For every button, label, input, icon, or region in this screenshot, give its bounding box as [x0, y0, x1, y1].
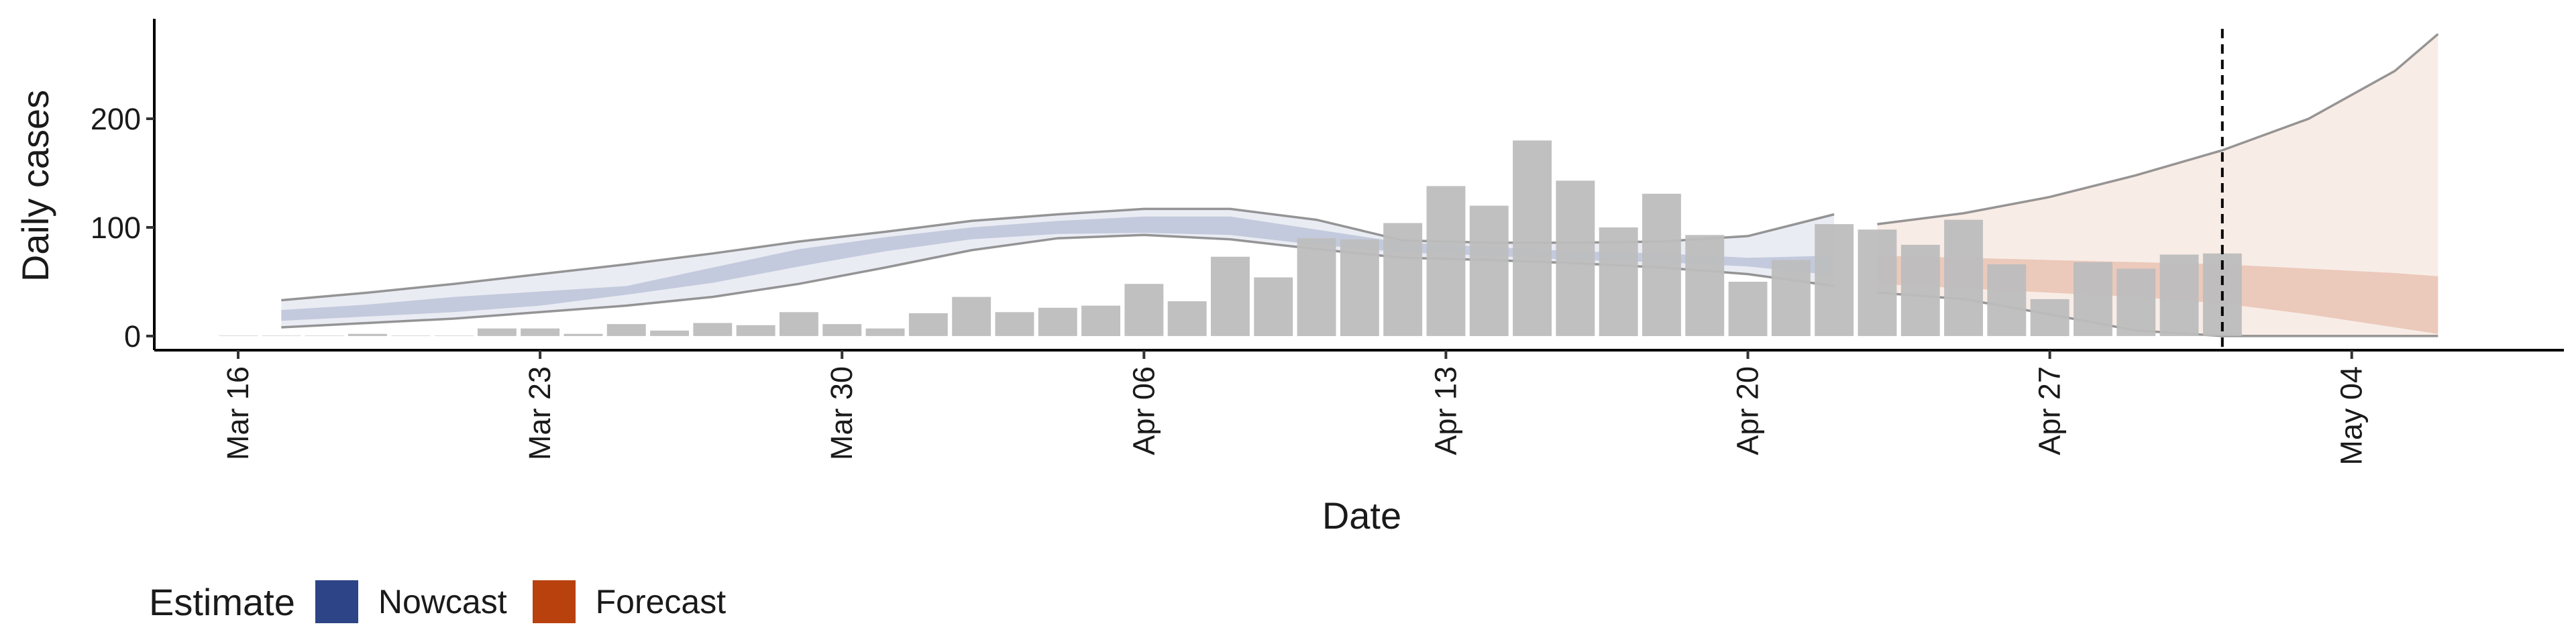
observed-bar [1556, 180, 1595, 336]
x-tick-label: Mar 16 [221, 366, 255, 460]
forecast-outer-band [1877, 34, 2438, 336]
x-tick-label: Mar 30 [824, 366, 859, 460]
observed-bar [1124, 284, 1164, 336]
observed-bar [1944, 219, 1983, 336]
observed-bar [865, 328, 905, 336]
observed-bar [650, 330, 689, 336]
observed-bar [219, 335, 258, 336]
nowcast-outer-band [281, 209, 1835, 327]
x-tick-label: Apr 13 [1428, 366, 1462, 455]
observed-bar [1599, 227, 1638, 336]
y-tick-label: 200 [91, 102, 141, 136]
observed-bar [1426, 186, 1466, 336]
observed-bar [780, 312, 818, 336]
y-tick-label: 100 [91, 211, 141, 245]
observed-bar [434, 335, 474, 336]
observed-bar [2159, 254, 2199, 336]
observed-bars [219, 140, 2242, 336]
observed-bar [2030, 299, 2070, 336]
observed-bar [305, 335, 344, 336]
legend-key-forecast [532, 580, 576, 623]
legend-item-nowcast: Nowcast [315, 580, 507, 623]
observed-bar [1987, 264, 2027, 336]
x-tick-label: Mar 23 [523, 366, 557, 460]
axes: 0 100 200 Mar 16 Mar 23 Mar 30 Apr 06 Apr 13 Apr… [91, 19, 2564, 466]
observed-bar [1513, 140, 1552, 336]
observed-bar [606, 324, 646, 336]
observed-bar [1728, 282, 1768, 336]
observed-bar [1211, 256, 1250, 336]
observed-bar [2074, 262, 2112, 336]
observed-bar [1254, 277, 1293, 336]
legend-label-nowcast: Nowcast [378, 583, 507, 621]
observed-bar [1815, 224, 1854, 336]
legend-key-nowcast [315, 580, 358, 623]
observed-bar [693, 323, 733, 336]
observed-bar [1340, 239, 1379, 336]
observed-bar [1038, 307, 1077, 336]
observed-bar [1167, 301, 1207, 336]
legend-item-forecast: Forecast [532, 580, 727, 623]
x-tick-label: Apr 06 [1126, 366, 1161, 455]
x-axis-title: Date [1322, 494, 1401, 537]
observed-bar [1771, 260, 1811, 336]
legend-title: Estimate [149, 580, 295, 623]
observed-bar [1297, 238, 1336, 336]
observed-bar [1900, 244, 1940, 336]
y-tick-label: 0 [124, 319, 141, 354]
observed-bar [521, 328, 560, 336]
observed-bar [477, 328, 517, 336]
legend: Estimate Nowcast Forecast [149, 578, 751, 625]
forecast-upper-line [1877, 33, 2439, 225]
observed-bar [736, 325, 775, 336]
observed-bar [2116, 268, 2156, 336]
observed-bar [564, 333, 603, 336]
observed-bar [822, 324, 862, 336]
legend-label-forecast: Forecast [595, 583, 727, 621]
observed-bar [1642, 193, 1681, 336]
observed-bar [995, 312, 1034, 336]
observed-bar [391, 335, 431, 336]
observed-bar [348, 333, 387, 336]
x-tick-label: Apr 20 [1731, 366, 1765, 455]
x-tick-label: May 04 [2334, 366, 2369, 466]
x-tick-label: Apr 27 [2033, 366, 2067, 455]
observed-bar [1081, 305, 1120, 336]
observed-bar [1685, 235, 1725, 336]
observed-bar [1469, 205, 1509, 336]
observed-bar [262, 335, 301, 336]
y-axis-title: Daily cases [14, 90, 56, 282]
observed-bar [1383, 223, 1423, 336]
nowcast-inner-band [281, 216, 1835, 321]
observed-bar [952, 297, 991, 336]
observed-bar [908, 313, 948, 336]
observed-bar [1858, 229, 1897, 336]
